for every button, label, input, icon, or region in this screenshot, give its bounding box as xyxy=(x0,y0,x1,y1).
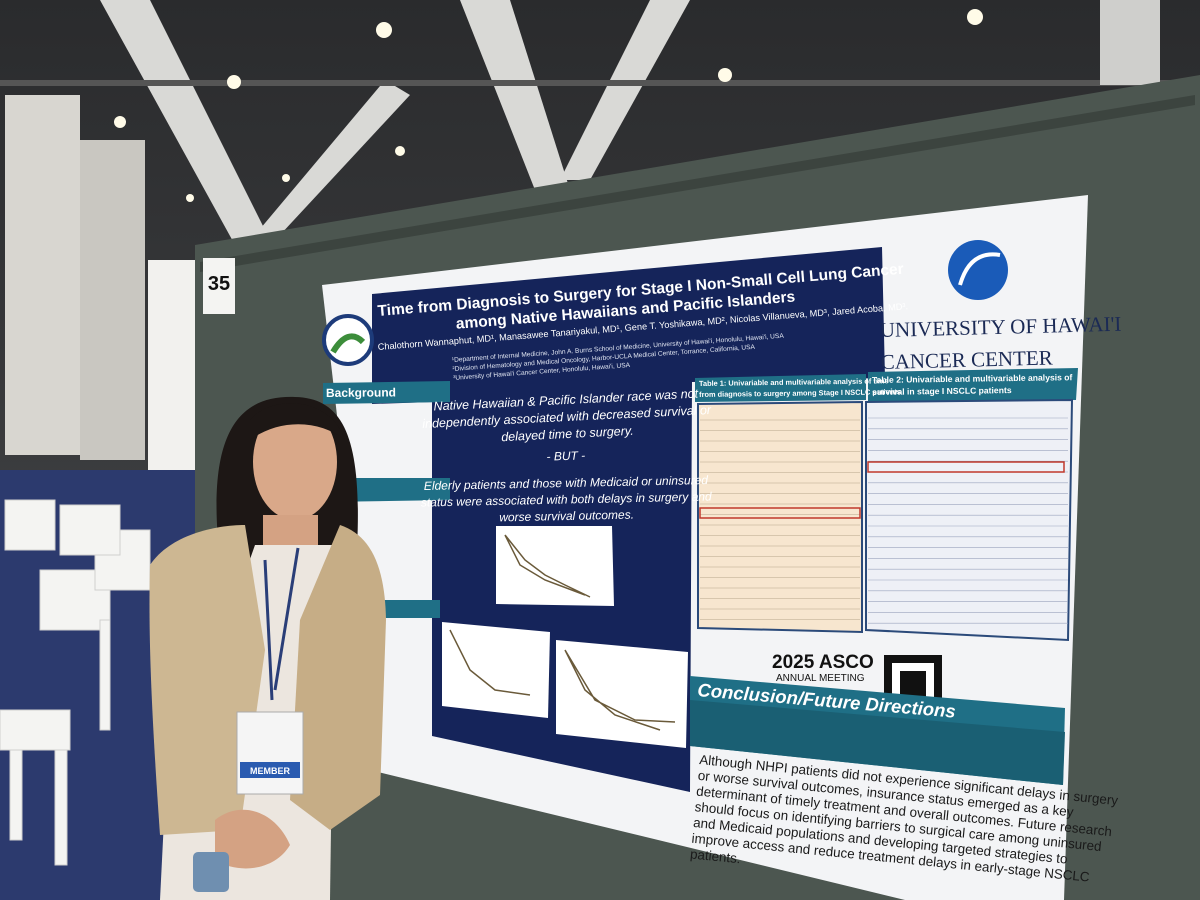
board-frame xyxy=(200,95,1195,272)
table-highlight xyxy=(699,507,861,519)
badge-band xyxy=(240,762,300,778)
table1-title-block: Table 1: Univariable and multivariable a… xyxy=(699,376,901,399)
logo-uh xyxy=(948,240,1008,300)
table2-title: Table 2: Univariable and multivariable a… xyxy=(872,372,1073,385)
table2 xyxy=(865,398,1074,642)
lanyard xyxy=(263,547,300,701)
logo-leaf xyxy=(330,333,366,354)
qr-core xyxy=(900,671,926,697)
table1-title: from diagnosis to surgery among Stage I … xyxy=(699,387,901,399)
table1 xyxy=(697,400,863,634)
logo-wave xyxy=(958,252,1001,286)
phone xyxy=(193,852,229,892)
blazer-left xyxy=(149,525,265,835)
ceiling-beams xyxy=(0,0,1200,245)
blazer-right xyxy=(290,525,386,830)
hands xyxy=(215,809,290,869)
secondary-finding: Elderly patients and those with Medicaid… xyxy=(424,473,709,493)
badge-label: MEMBER xyxy=(250,766,290,776)
chairs xyxy=(0,499,151,866)
conclusion-bar-shade xyxy=(690,700,1065,785)
figure-1 xyxy=(496,526,614,606)
table2-title: survival in stage I NSCLC patients xyxy=(872,385,1012,397)
background-bar xyxy=(323,381,450,404)
figure-3 xyxy=(556,640,688,748)
board-number: 35 xyxy=(208,273,230,295)
secondary-finding-block: Elderly patients and those with Medicaid… xyxy=(421,473,712,525)
results-bar xyxy=(380,600,440,618)
table2-bar xyxy=(868,368,1078,402)
face xyxy=(253,404,337,520)
background-heading: Background xyxy=(326,385,396,400)
board-number-card xyxy=(203,258,235,314)
survival-curves xyxy=(449,534,676,731)
figure-2 xyxy=(442,622,550,718)
meeting-name: 2025 ASCO xyxy=(772,652,874,673)
meeting-subtitle: ANNUAL MEETING xyxy=(776,673,865,684)
institution-name: CANCER CENTER xyxy=(880,345,1053,373)
person xyxy=(149,396,386,900)
pillars xyxy=(5,95,196,490)
table2-title-block: Table 2: Univariable and multivariable a… xyxy=(872,372,1073,397)
key-finding: delayed time to surgery. xyxy=(501,424,634,444)
table1-title: Table 1: Univariable and multivariable a… xyxy=(699,376,889,388)
table-rows xyxy=(699,417,1068,624)
but-text: - BUT - xyxy=(546,448,585,463)
poster xyxy=(322,195,1088,900)
secondary-finding: status were associated with both delays … xyxy=(421,489,712,509)
badge-card xyxy=(236,711,304,795)
conclusion-text: patients. xyxy=(689,846,741,866)
fringe xyxy=(250,403,345,440)
table-highlight xyxy=(867,461,1065,473)
secondary-finding: worse survival outcomes. xyxy=(499,508,634,525)
table1-bar xyxy=(695,374,866,402)
